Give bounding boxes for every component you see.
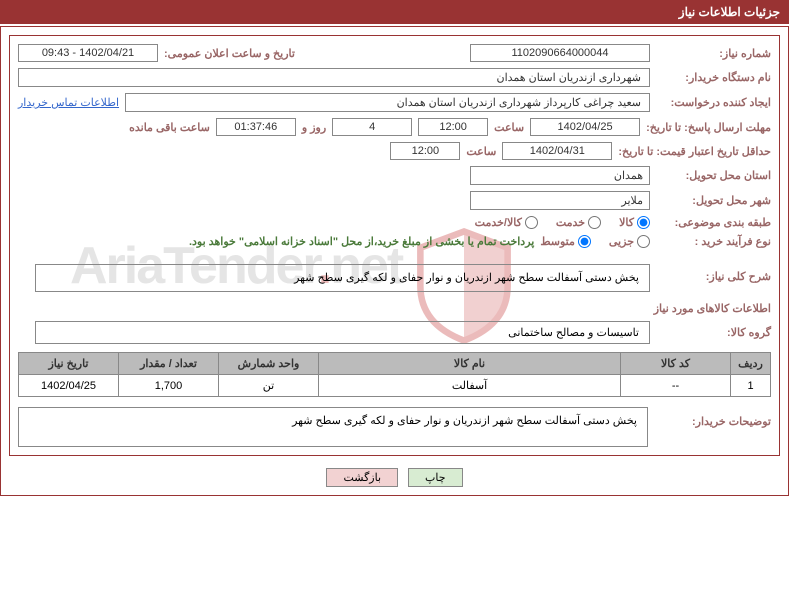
page-header: جزئیات اطلاعات نیاز	[0, 0, 789, 24]
category-both-radio[interactable]	[525, 216, 538, 229]
process-medium-radio[interactable]	[578, 235, 591, 248]
buyer-notes-label: توضیحات خریدار:	[656, 407, 771, 447]
process-partial-radio[interactable]	[637, 235, 650, 248]
category-service-radio[interactable]	[588, 216, 601, 229]
process-radio-group: جزیی متوسط	[540, 235, 650, 248]
col-date: تاریخ نیاز	[19, 353, 119, 375]
delivery-city-label: شهر محل تحویل:	[656, 194, 771, 207]
category-goods-option[interactable]: کالا	[619, 216, 650, 229]
cell-code: --	[621, 375, 731, 397]
announce-value: 1402/04/21 - 09:43	[18, 44, 158, 62]
buyer-org-label: نام دستگاه خریدار:	[656, 71, 771, 84]
col-qty: تعداد / مقدار	[119, 353, 219, 375]
process-type-label: نوع فرآیند خرید :	[656, 235, 771, 248]
days-remaining: 4	[332, 118, 412, 136]
process-medium-option[interactable]: متوسط	[540, 235, 591, 248]
cell-row: 1	[731, 375, 771, 397]
col-row: ردیف	[731, 353, 771, 375]
category-service-option[interactable]: خدمت	[556, 216, 601, 229]
goods-info-heading: اطلاعات کالاهای مورد نیاز	[18, 302, 771, 315]
announce-label: تاریخ و ساعت اعلان عمومی:	[164, 47, 295, 60]
form-panel: AriaTender.net شماره نیاز: 1102090664000…	[9, 35, 780, 456]
goods-table: ردیف کد کالا نام کالا واحد شمارش تعداد /…	[18, 352, 771, 397]
table-row: 1 -- آسفالت تن 1,700 1402/04/25	[19, 375, 771, 397]
need-number-label: شماره نیاز:	[656, 47, 771, 60]
category-goods-radio[interactable]	[637, 216, 650, 229]
payment-note: پرداخت تمام یا بخشی از مبلغ خرید،از محل …	[189, 235, 534, 248]
col-code: کد کالا	[621, 353, 731, 375]
back-button[interactable]: بازگشت	[326, 468, 398, 487]
cell-date: 1402/04/25	[19, 375, 119, 397]
cell-name: آسفالت	[319, 375, 621, 397]
validity-time: 12:00	[390, 142, 460, 160]
print-button[interactable]: چاپ	[408, 468, 463, 487]
requester-label: ایجاد کننده درخواست:	[656, 96, 771, 109]
cell-unit: تن	[219, 375, 319, 397]
buyer-org-value: شهرداری ازندریان استان همدان	[18, 68, 650, 87]
validity-date: 1402/04/31	[502, 142, 612, 160]
validity-label: حداقل تاریخ اعتبار قیمت: تا تاریخ:	[618, 145, 771, 158]
requester-value: سعید چراغی کارپرداز شهرداری ازندریان است…	[125, 93, 650, 112]
table-header-row: ردیف کد کالا نام کالا واحد شمارش تعداد /…	[19, 353, 771, 375]
delivery-province-label: استان محل تحویل:	[656, 169, 771, 182]
col-name: نام کالا	[319, 353, 621, 375]
overview-box: پخش دستی آسفالت سطح شهر ازندریان و نوار …	[35, 264, 650, 292]
remaining-label: ساعت باقی مانده	[129, 121, 210, 134]
buyer-contact-link[interactable]: اطلاعات تماس خریدار	[18, 96, 119, 109]
delivery-city: ملایر	[470, 191, 650, 210]
need-number-value: 1102090664000044	[470, 44, 650, 62]
time-label-2: ساعت	[466, 145, 496, 158]
buyer-notes-box: پخش دستی آسفالت سطح شهر ازندریان و نوار …	[18, 407, 648, 447]
outer-frame: AriaTender.net شماره نیاز: 1102090664000…	[0, 26, 789, 496]
category-label: طبقه بندی موضوعی:	[656, 216, 771, 229]
time-remaining: 01:37:46	[216, 118, 296, 136]
deadline-date: 1402/04/25	[530, 118, 640, 136]
button-row: چاپ بازگشت	[9, 468, 780, 487]
delivery-province: همدان	[470, 166, 650, 185]
category-both-option[interactable]: کالا/خدمت	[475, 216, 538, 229]
deadline-time: 12:00	[418, 118, 488, 136]
overview-label: شرح کلی نیاز:	[656, 264, 771, 283]
cell-qty: 1,700	[119, 375, 219, 397]
days-and-label: روز و	[302, 121, 326, 134]
col-unit: واحد شمارش	[219, 353, 319, 375]
deadline-label: مهلت ارسال پاسخ: تا تاریخ:	[646, 121, 771, 134]
page-title: جزئیات اطلاعات نیاز	[679, 5, 780, 19]
process-partial-option[interactable]: جزیی	[609, 235, 650, 248]
category-radio-group: کالا خدمت کالا/خدمت	[475, 216, 650, 229]
goods-group-value: تاسیسات و مصالح ساختمانی	[35, 321, 650, 344]
goods-group-label: گروه کالا:	[656, 326, 771, 339]
time-label-1: ساعت	[494, 121, 524, 134]
